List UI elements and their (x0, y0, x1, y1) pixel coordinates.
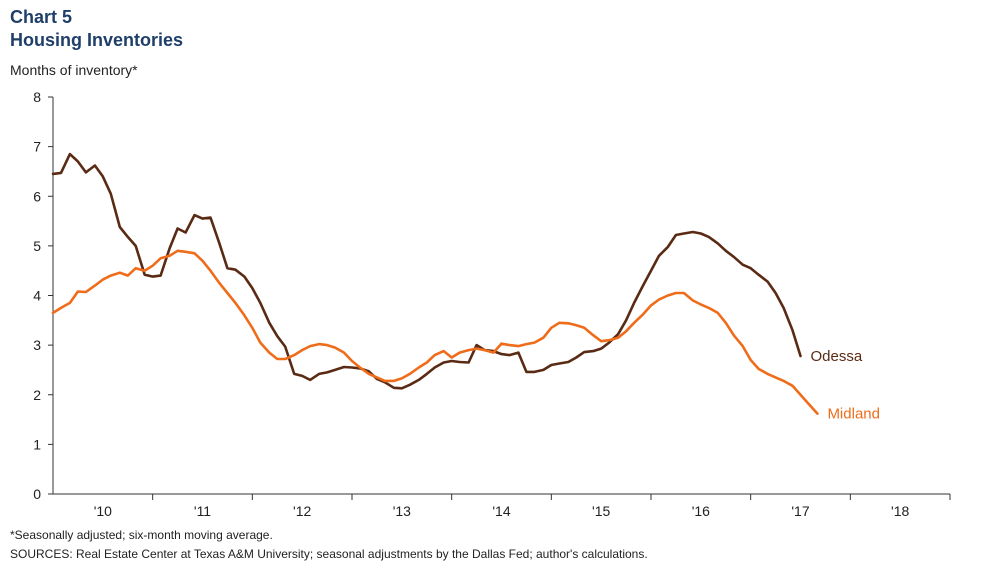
x-tick-label: '10 (94, 503, 112, 519)
x-tick-label: '13 (393, 503, 411, 519)
y-axis-label: Months of inventory* (10, 62, 138, 78)
y-tick-label: 6 (33, 188, 41, 204)
x-tick-label: '17 (791, 503, 809, 519)
y-tick-label: 3 (33, 337, 41, 353)
y-tick-label: 2 (33, 387, 41, 403)
x-tick-label: '18 (891, 503, 909, 519)
y-tick-label: 0 (33, 486, 41, 502)
y-tick-label: 8 (33, 89, 41, 105)
x-tick-label: '12 (293, 503, 311, 519)
series-label-midland: Midland (827, 406, 880, 423)
x-tick-labels: '10 '11 '12 '13 '14 '15 '16 '17 '18 (94, 503, 910, 519)
y-tick-label: 5 (33, 238, 41, 254)
series-line-midland (51, 249, 819, 415)
y-tick-label: 4 (33, 288, 41, 304)
series-labels: Odessa Midland (811, 348, 880, 423)
series-line-odessa (51, 152, 802, 390)
series-lines (51, 152, 819, 415)
y-tick-labels: 0 1 2 3 4 5 6 7 8 (33, 89, 41, 502)
series-label-odessa: Odessa (811, 348, 863, 365)
x-tick-label: '11 (194, 503, 211, 519)
x-tick-label: '16 (692, 503, 710, 519)
x-tick-label: '15 (592, 503, 610, 519)
chart-number: Chart 5 (10, 7, 73, 27)
y-tick-label: 1 (33, 436, 41, 452)
y-tick-label: 7 (33, 139, 41, 155)
footnote-note: *Seasonally adjusted; six-month moving a… (10, 528, 273, 542)
x-tick-label: '14 (492, 503, 510, 519)
axes (48, 96, 951, 500)
chart-title: Housing Inventories (10, 30, 184, 50)
title-block: Chart 5 Housing Inventories (10, 6, 183, 52)
footnote-sources: SOURCES: Real Estate Center at Texas A&M… (10, 547, 648, 561)
